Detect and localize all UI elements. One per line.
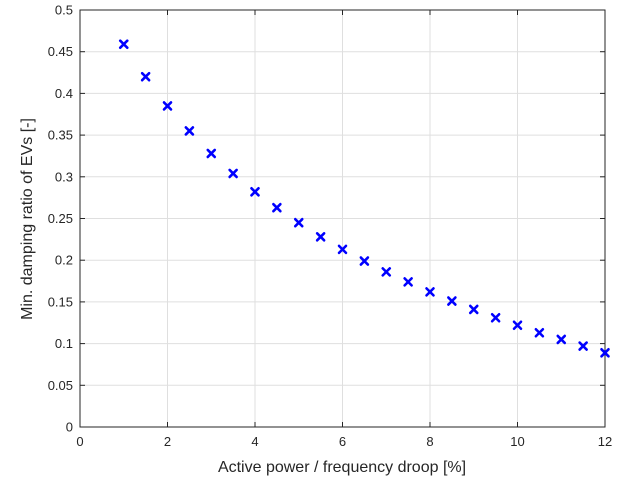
marker-stroke xyxy=(578,341,588,351)
data-point xyxy=(315,232,326,242)
data-point xyxy=(403,277,413,287)
y-tick-label: 0.5 xyxy=(55,3,73,18)
x-tick-label: 10 xyxy=(510,434,524,449)
x-tick-label: 0 xyxy=(76,434,83,449)
y-tick-label: 0.25 xyxy=(48,211,73,226)
data-point xyxy=(162,101,173,111)
y-tick-label: 0.05 xyxy=(48,378,73,393)
marker-stroke xyxy=(162,101,173,111)
marker-stroke xyxy=(381,267,392,277)
y-axis-label: Min. damping ratio of EVs [-] xyxy=(19,118,36,320)
data-point xyxy=(272,202,282,213)
data-point xyxy=(118,39,129,49)
marker-stroke xyxy=(228,168,238,179)
data-point xyxy=(600,347,610,358)
data-point xyxy=(206,148,217,159)
y-tick-label: 0.3 xyxy=(55,169,73,184)
marker-stroke xyxy=(118,39,129,49)
marker-stroke xyxy=(184,126,195,136)
data-point xyxy=(293,217,304,228)
data-point xyxy=(228,168,238,179)
data-point xyxy=(512,320,523,331)
x-tick-label: 8 xyxy=(426,434,433,449)
data-point xyxy=(447,296,457,306)
x-tick-label: 2 xyxy=(164,434,171,449)
y-tick-label: 0 xyxy=(66,420,73,435)
data-point xyxy=(250,187,260,197)
data-point xyxy=(140,71,151,82)
marker-stroke xyxy=(490,312,501,323)
marker-stroke xyxy=(600,347,610,358)
marker-stroke xyxy=(359,256,370,266)
grid xyxy=(79,9,606,428)
data-point xyxy=(381,267,392,277)
y-tick-label: 0.2 xyxy=(55,253,73,268)
marker-stroke xyxy=(468,304,479,315)
x-axis-label: Active power / frequency droop [%] xyxy=(218,459,466,476)
data-point xyxy=(337,244,348,255)
marker-stroke xyxy=(315,232,326,242)
data-point xyxy=(359,256,370,266)
data-point xyxy=(578,341,588,351)
y-tick-label: 0.35 xyxy=(48,128,73,143)
data-point xyxy=(556,334,567,345)
y-tick-label: 0.45 xyxy=(48,44,73,59)
marker-stroke xyxy=(206,148,217,159)
data-point xyxy=(184,126,195,136)
data-point xyxy=(490,312,501,323)
marker-stroke xyxy=(534,327,545,338)
marker-stroke xyxy=(425,287,435,297)
data-point xyxy=(468,304,479,315)
marker-stroke xyxy=(403,277,413,287)
y-tick-label: 0.15 xyxy=(48,294,73,309)
data-points xyxy=(118,39,610,358)
marker-stroke xyxy=(272,202,282,213)
y-tick-label: 0.1 xyxy=(55,336,73,351)
data-point xyxy=(425,287,435,297)
marker-stroke xyxy=(250,187,260,197)
x-tick-label: 12 xyxy=(598,434,612,449)
ticks: 0 2 4 6 8 10 12 0 0.05 0.1 0.15 0.2 0.25 0.3 0.35 0.4 0.… xyxy=(48,3,613,450)
marker-stroke xyxy=(512,320,523,331)
y-tick-label: 0.4 xyxy=(55,86,73,101)
x-tick-label: 4 xyxy=(251,434,258,449)
marker-stroke xyxy=(447,296,457,306)
marker-stroke xyxy=(337,244,348,255)
marker-stroke xyxy=(556,334,567,345)
data-point xyxy=(534,327,545,338)
marker-stroke xyxy=(293,217,304,228)
x-tick-label: 6 xyxy=(339,434,346,449)
marker-stroke xyxy=(140,71,151,82)
